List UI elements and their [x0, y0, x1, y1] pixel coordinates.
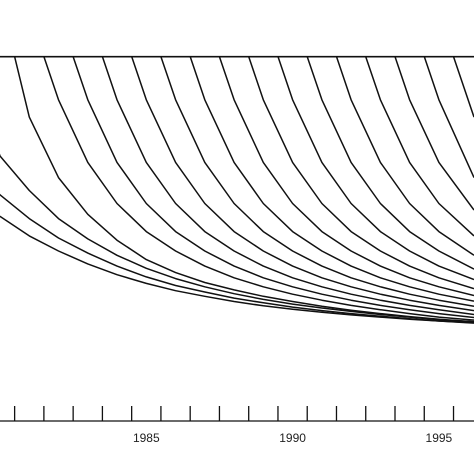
series-line-13: [278, 57, 474, 280]
x-axis-ticks: [15, 406, 454, 421]
series-line-7: [102, 57, 474, 315]
series-line-4: [15, 57, 474, 322]
series-line-5: [44, 57, 474, 321]
series-line-8: [132, 57, 474, 311]
series-line-1: [0, 206, 474, 323]
series-line-10: [190, 57, 474, 302]
series-line-3: [0, 147, 474, 321]
series-line-19: [454, 57, 474, 118]
series-line-16: [366, 57, 474, 236]
series-line-14: [307, 57, 474, 270]
series-line-9: [161, 57, 474, 307]
x-tick-label-1985: 1985: [133, 431, 160, 445]
x-axis-labels: 1985 1990 1995: [133, 431, 453, 445]
series-group: [0, 57, 474, 324]
series-line-17: [395, 57, 474, 210]
series-line-18: [424, 57, 474, 178]
x-tick-label-1995: 1995: [426, 431, 453, 445]
series-line-12: [249, 57, 474, 289]
x-tick-label-1990: 1990: [279, 431, 306, 445]
